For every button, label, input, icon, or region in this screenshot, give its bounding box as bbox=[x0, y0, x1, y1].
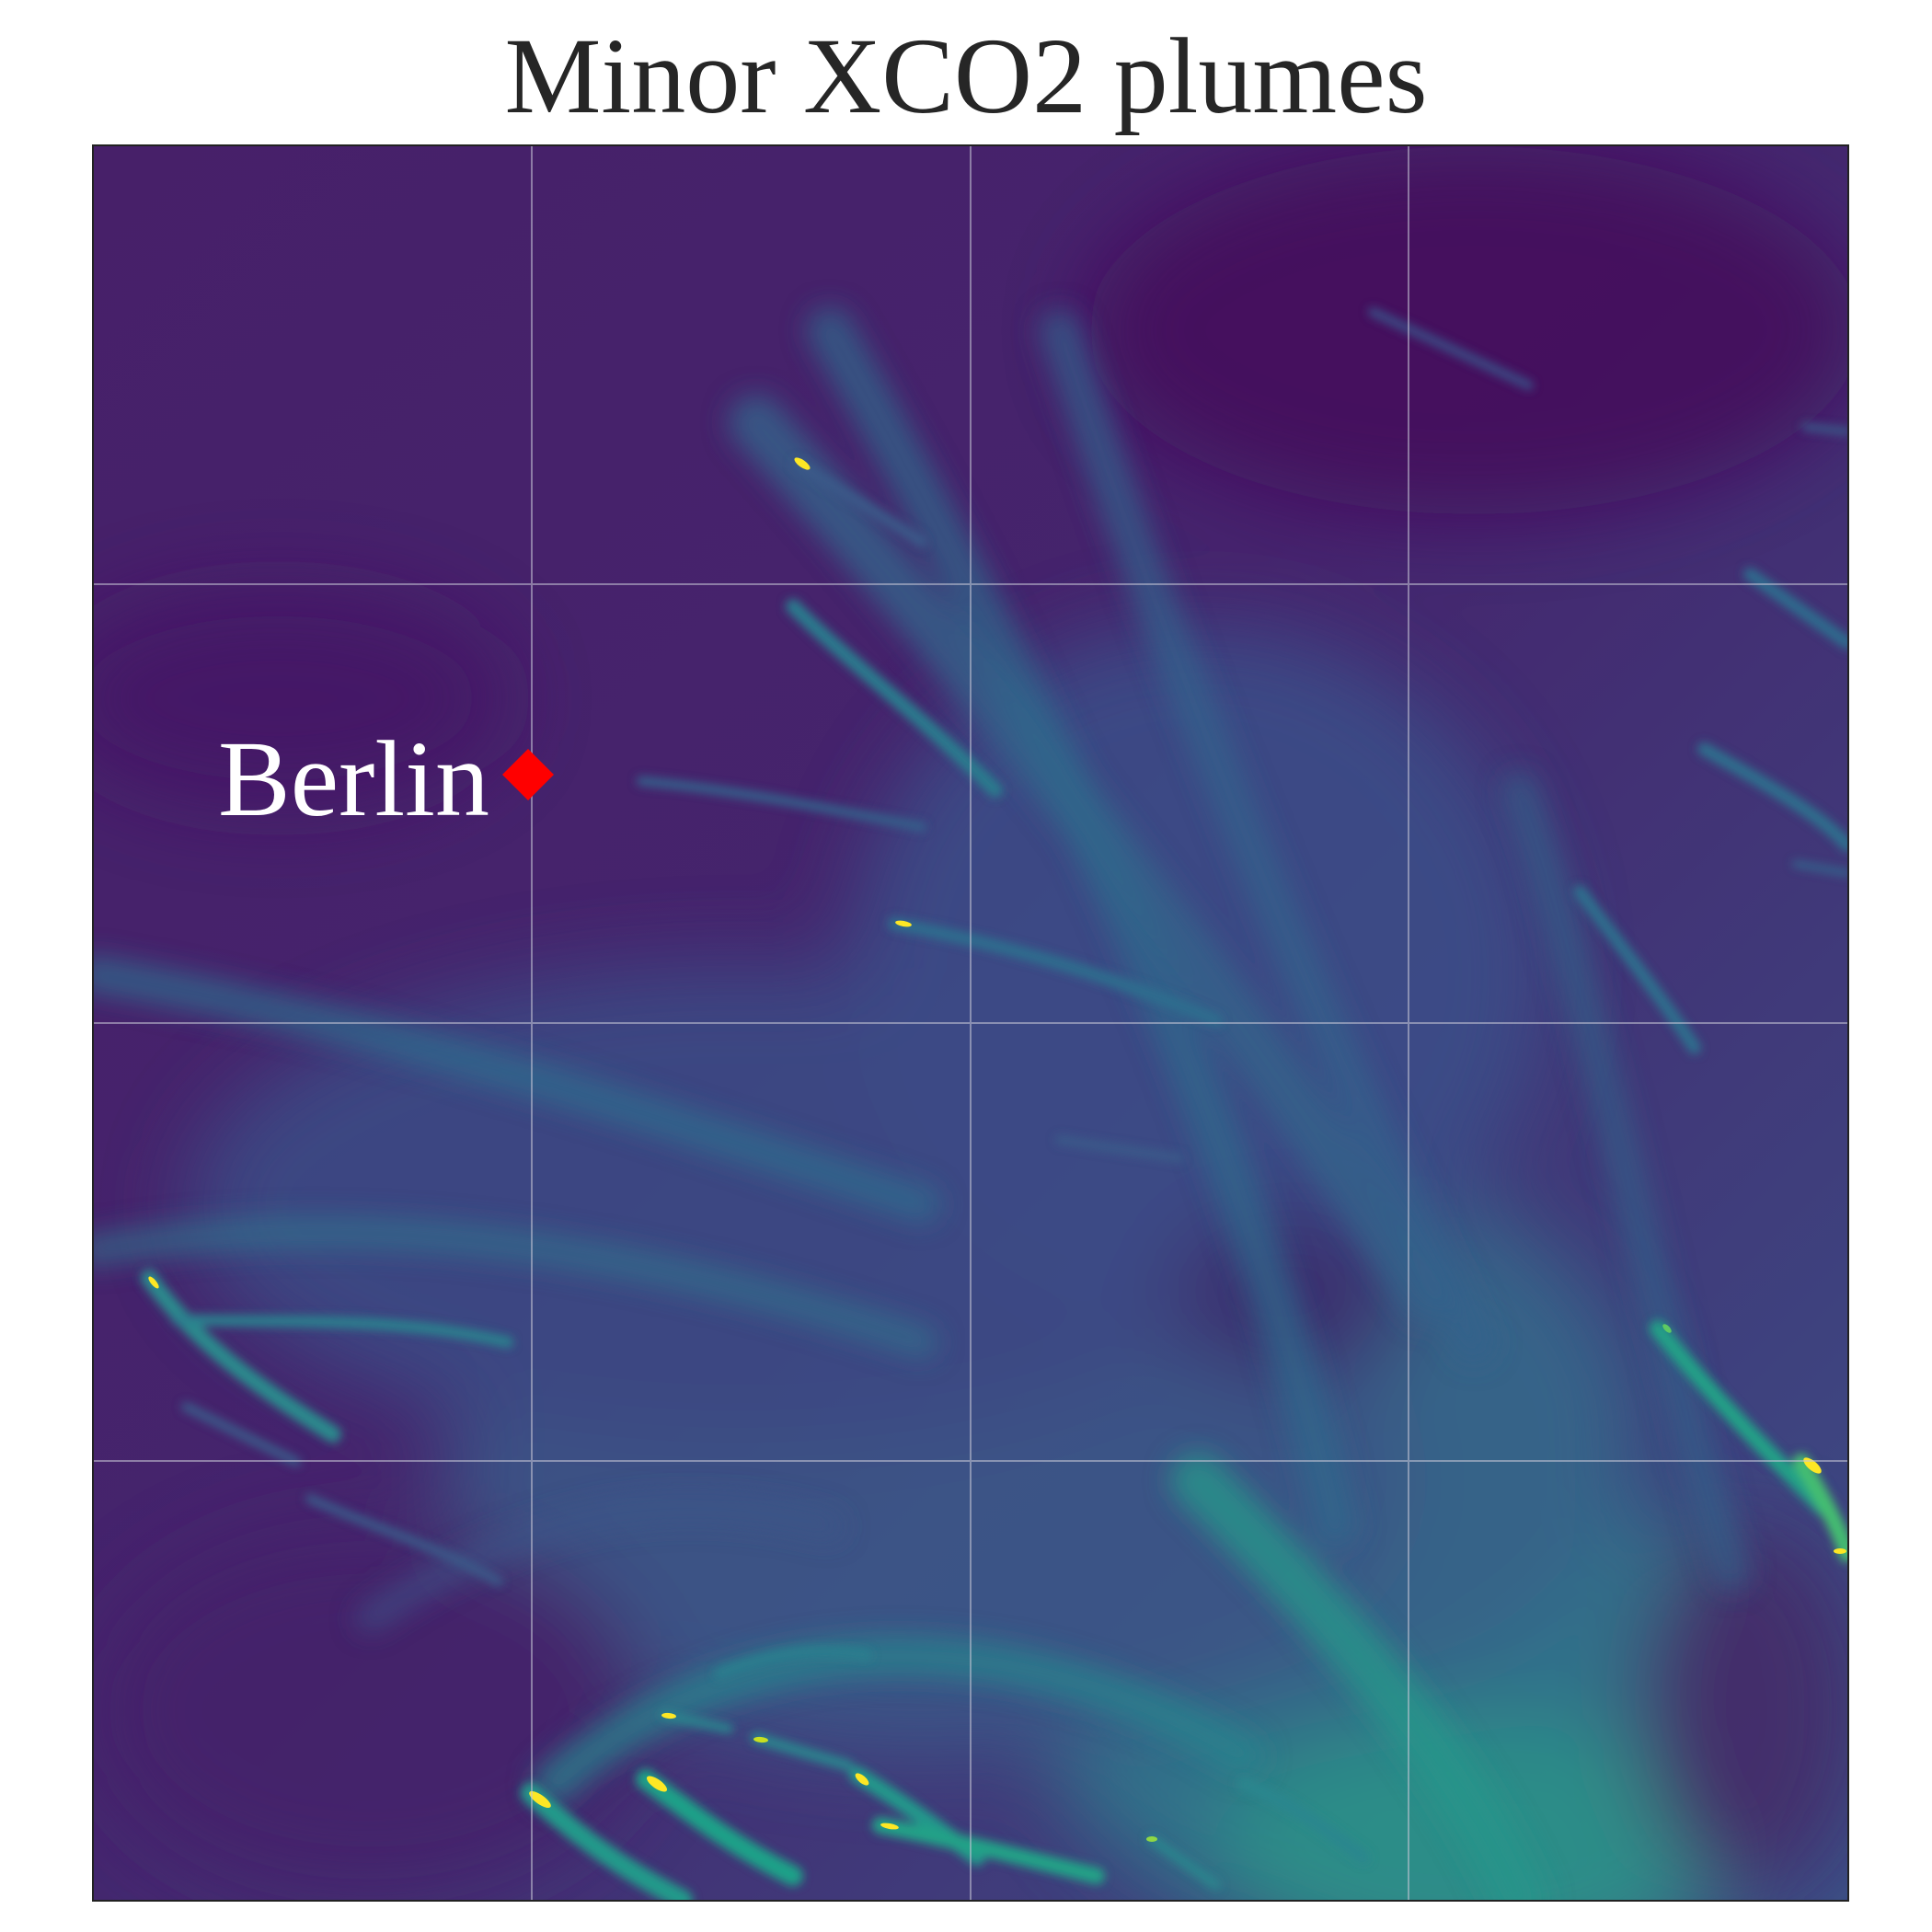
source bbox=[753, 1736, 768, 1743]
xco2-field-map: Berlin bbox=[94, 146, 1847, 1900]
point-sources bbox=[148, 457, 1846, 1842]
city-label: Berlin bbox=[218, 719, 489, 839]
berlin-marker-diamond bbox=[502, 749, 554, 800]
map-title: Minor XCO2 plumes bbox=[504, 16, 1428, 136]
source bbox=[895, 920, 912, 927]
wide-plume-streaks bbox=[94, 307, 1750, 1900]
source bbox=[148, 1276, 159, 1289]
source bbox=[1146, 1836, 1157, 1842]
source bbox=[855, 1773, 869, 1786]
source bbox=[1834, 1548, 1846, 1554]
source bbox=[794, 457, 811, 470]
source bbox=[661, 1712, 676, 1719]
gridlines bbox=[94, 146, 1847, 1900]
source bbox=[880, 1823, 899, 1830]
source bbox=[646, 1776, 668, 1792]
city-marker-berlin: Berlin bbox=[218, 719, 554, 839]
map-panel: Berlin bbox=[92, 144, 1849, 1902]
source bbox=[1662, 1324, 1672, 1333]
source bbox=[529, 1790, 551, 1809]
